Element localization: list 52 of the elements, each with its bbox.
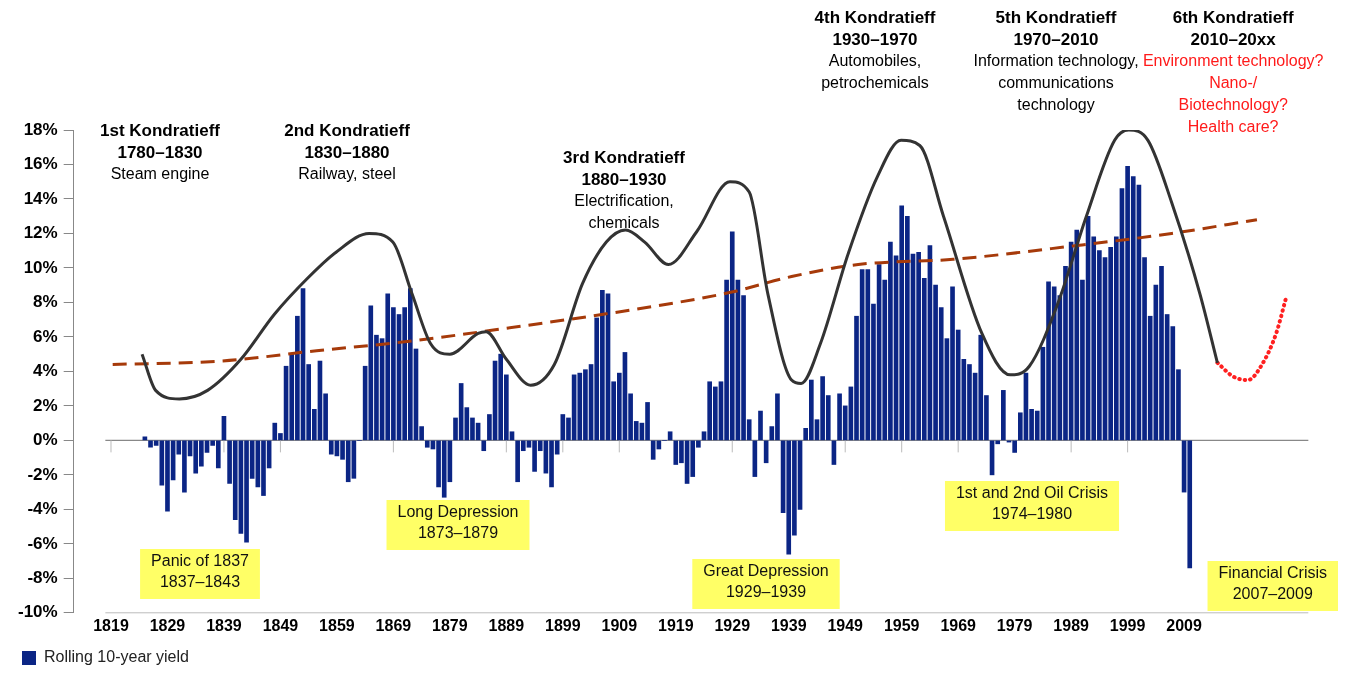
annotation: Great Depression 1929–1939 <box>703 562 829 601</box>
y-tick-label: 8% <box>33 292 58 312</box>
x-tick-label: 2009 <box>1166 616 1202 634</box>
text: 5th Kondratieff 1970–2010 Information technology, communications technology <box>973 8 1139 114</box>
x-tick-label: 1929 <box>714 616 751 634</box>
x-tick-label: 1969 <box>940 616 977 634</box>
x-tick-label: 1819 <box>93 616 129 634</box>
x-tick-label: 1959 <box>883 616 920 634</box>
legend-label: Rolling 10-year yield <box>44 648 189 666</box>
y-tick-label: 14% <box>23 188 58 208</box>
x-tick-label: 1869 <box>375 616 412 634</box>
line-series <box>1215 296 1288 383</box>
y-tick-label: 18% <box>23 119 58 139</box>
x-tick-label: 1949 <box>827 616 864 634</box>
bar <box>481 440 487 452</box>
x-tick-label: 1889 <box>488 616 525 634</box>
x-tick-label: 1849 <box>262 616 299 634</box>
x-tick-label: 1939 <box>770 616 807 634</box>
y-tick-label: -4% <box>27 499 58 519</box>
annotation: 6th Kondratieff 2010–20xx Environment technology? Nano-/ Biotechnology? Health care? <box>1142 8 1324 136</box>
y-tick-label: -2% <box>27 464 58 484</box>
bar <box>758 410 763 441</box>
y-tick-label: 16% <box>23 154 58 174</box>
y-tick-label: 12% <box>23 223 58 243</box>
y-tick-label: 6% <box>33 326 58 346</box>
x-tick-label: 1839 <box>206 616 242 634</box>
x-tick-label: 1989 <box>1053 616 1090 634</box>
x-tick-label: 1879 <box>432 616 468 634</box>
annotation: 1st and 2nd Oil Crisis 1974–1980 <box>955 484 1109 523</box>
line-series <box>111 218 1259 366</box>
x-tick-label: 1859 <box>319 616 355 634</box>
x-tick-label: 1999 <box>1109 616 1146 634</box>
y-tick-label: 10% <box>23 257 58 277</box>
y-tick-label: 0% <box>33 430 58 450</box>
x-tick-label: 1909 <box>601 616 638 634</box>
y-tick-label: -10% <box>18 602 58 622</box>
x-tick-label: 1829 <box>149 616 186 634</box>
text: 4th Kondratieff 1930–1970 Automobiles, petrochemicals <box>814 8 936 92</box>
annotation: Long Depression 1873–1879 <box>397 503 519 542</box>
y-tick-label: 4% <box>33 361 58 381</box>
y-tick-label: -6% <box>27 533 58 553</box>
x-tick-label: 1979 <box>996 616 1033 634</box>
annotation: Panic of 1837 1837–1843 <box>151 552 250 591</box>
annotation: Financial Crisis 2007–2009 <box>1218 564 1327 603</box>
annotation: 1st Kondratieff 1780–1830 Steam engine <box>100 121 221 183</box>
bar <box>1001 390 1006 441</box>
annotation: 2nd Kondratieff 1830–1880 Railway, steel <box>284 121 411 183</box>
x-tick-label: 1899 <box>545 616 581 634</box>
y-tick-label: 2% <box>33 395 58 415</box>
x-tick-label: 1919 <box>657 616 694 634</box>
y-tick-label: -8% <box>27 568 58 587</box>
annotation: 3rd Kondratieff 1880–1930 Electrification, chemicals <box>563 148 686 232</box>
